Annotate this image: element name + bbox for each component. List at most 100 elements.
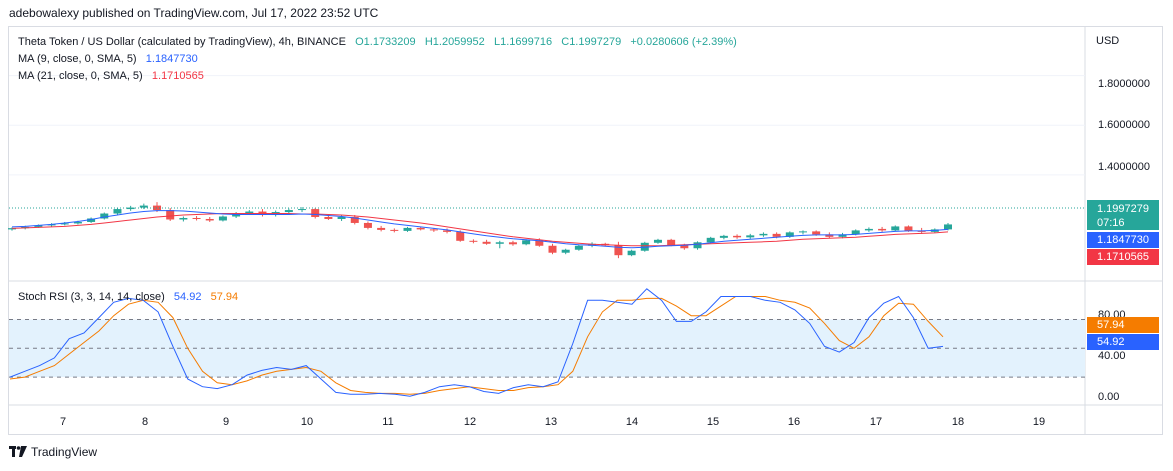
candle-body [153,205,162,211]
price-tick: 1.6000000 [1098,119,1150,131]
candle-body [772,233,781,237]
candle-body [87,218,96,222]
ma21-value: 1.1710565 [151,70,204,82]
stoch-k-value: 54.92 [173,291,202,303]
candle-body [469,240,478,242]
stoch-lines [9,288,944,397]
candle-body [680,245,689,249]
candle-body [759,233,768,236]
candle-body [640,242,649,251]
candle-body [311,209,320,217]
candle-body [429,229,438,231]
time-tick: 14 [625,416,639,428]
candle-body [812,231,821,235]
candle-body [73,221,82,224]
last-price-value: 1.1997279 [1097,203,1149,215]
candle-body [416,227,425,230]
ma9-line [11,210,949,249]
ma9-value: 1.1847730 [145,53,198,65]
candle-body [443,230,452,232]
candle-body [403,227,412,231]
ma9-legend[interactable]: MA (9, close, 0, SMA, 5) 1.1847730 [18,53,198,65]
stoch-tick: 0.00 [1098,391,1120,403]
candle-body [324,217,333,219]
time-tick: 7 [59,416,67,428]
time-tick: 18 [951,416,965,428]
candle-body [508,242,517,245]
candle-body [904,226,913,231]
candle-body [825,234,834,237]
candle-body [298,209,307,211]
stoch-k-line [9,288,944,397]
currency-label: USD [1096,35,1120,47]
candle-body [548,245,557,253]
candle-body [482,241,491,244]
candle-body [47,224,56,226]
last-price-tag: 1.1997279 07:16 [1087,200,1159,230]
tradingview-logo[interactable]: TradingView [9,445,97,459]
main-legend: Theta Token / US Dollar (calculated by T… [18,36,737,48]
ma9-label: MA (9, close, 0, SMA, 5) [18,53,137,65]
candle-body [100,213,109,219]
candle-body [205,218,214,221]
bar-countdown: 07:16 [1097,217,1125,229]
candle-body [245,211,254,214]
candle-body [166,210,175,220]
publish-info: adebowalexy published on TradingView.com… [9,6,379,20]
candle-body [733,235,742,238]
ma21-legend[interactable]: MA (21, close, 0, SMA, 5) 1.1710565 [18,70,204,82]
ma9-tag: 1.1847730 [1087,232,1159,248]
time-tick: 12 [463,416,477,428]
time-tick: 15 [706,416,720,428]
candle-body [944,224,952,230]
candle-body [34,225,43,227]
candle-body [377,227,386,230]
candle-body [561,249,570,253]
time-tick: 13 [544,416,558,428]
moving-averages [11,210,949,249]
symbol-title[interactable]: Theta Token / US Dollar (calculated by T… [18,36,346,48]
price-grid [9,75,1085,176]
time-tick: 16 [787,416,801,428]
candle-body [627,250,636,256]
price-tick: 1.4000000 [1098,161,1150,173]
candle-body [350,217,359,223]
candle-body [522,240,531,245]
candle-body [139,205,148,208]
candle-body [8,228,16,230]
candle-body [785,232,794,237]
close-value: C1.1997279 [561,36,622,48]
candle-body [653,239,662,243]
stoch-legend[interactable]: Stoch RSI (3, 3, 14, 14, close) 54.92 57… [18,291,238,303]
stoch-k-tag: 54.92 [1087,334,1159,350]
time-tick: 11 [382,416,394,428]
candle-body [693,242,702,249]
candle-body [891,226,900,231]
change-value: +0.0280606 (+2.39%) [630,36,737,48]
price-tick: 1.8000000 [1098,78,1150,90]
ma21-label: MA (21, close, 0, SMA, 5) [18,70,143,82]
candle-body [838,234,847,237]
candle-body [798,231,807,233]
candle-body [363,222,372,228]
high-value: H1.2059952 [424,36,485,48]
time-tick: 9 [222,416,230,428]
candle-body [878,228,887,231]
candle-body [719,235,728,238]
tradingview-logo-icon [9,446,27,457]
candle-body [851,230,860,235]
low-value: L1.1699716 [493,36,553,48]
open-value: O1.1733209 [355,36,416,48]
ma21-line [11,213,949,247]
stoch-label: Stoch RSI (3, 3, 14, 14, close) [18,291,165,303]
candle-body [667,239,676,246]
stoch-tick: 40.00 [1098,350,1126,362]
candle-body [864,228,873,231]
time-tick: 17 [869,416,883,428]
candle-body [456,231,465,241]
candle-body [495,242,504,244]
time-tick: 8 [141,416,149,428]
ma21-tag: 1.1710565 [1087,249,1159,265]
candle-body [179,217,188,220]
